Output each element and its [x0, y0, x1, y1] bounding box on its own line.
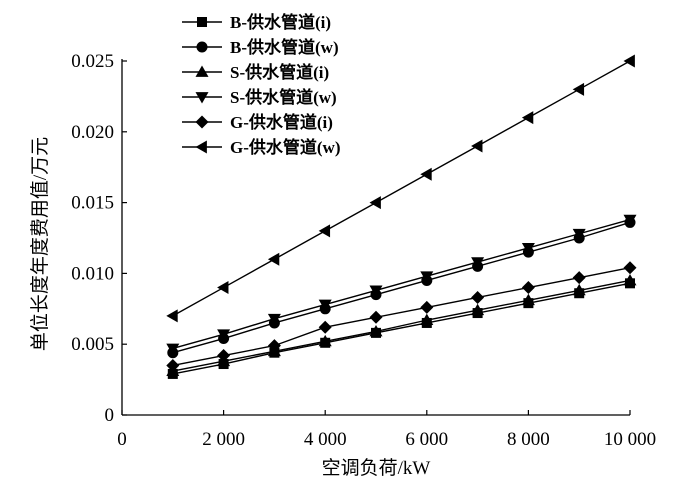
legend-marker: [196, 41, 208, 53]
data-point: [217, 349, 231, 363]
data-point: [217, 329, 231, 341]
data-point: [318, 334, 332, 347]
legend-item: B-供水管道(w): [182, 37, 339, 57]
data-point: [267, 313, 281, 326]
data-point: [369, 196, 381, 210]
legend-item: S-供水管道(i): [182, 62, 329, 82]
data-point: [420, 300, 434, 314]
data-point: [623, 261, 637, 275]
data-point: [572, 82, 585, 96]
chart-legend: B-供水管道(i) B-供水管道(w) S-供水管道(i) S-供水管道(w) G-供水…: [182, 12, 340, 157]
series-5: [166, 261, 637, 372]
legend-label: B-供水管道(i): [230, 12, 331, 32]
legend-label: S-供水管道(i): [230, 62, 329, 82]
y-tick-label: 0.020: [71, 122, 114, 143]
series-4: [166, 214, 637, 355]
series-line: [172, 267, 631, 367]
data-point: [420, 271, 434, 283]
y-tick-label: 0: [105, 405, 115, 426]
data-point: [267, 339, 281, 353]
x-tick-label: 6 000: [405, 429, 448, 450]
data-point: [471, 290, 485, 304]
chart-series: [166, 54, 637, 379]
data-point: [369, 310, 383, 324]
data-point: [166, 358, 180, 372]
legend-marker: [195, 140, 207, 154]
legend-label: S-供水管道(w): [230, 87, 337, 107]
data-point: [521, 281, 535, 295]
legend-label: G-供水管道(w): [230, 137, 340, 157]
series-line: [172, 60, 631, 317]
x-tick-label: 2 000: [202, 429, 245, 450]
legend-marker: [195, 92, 209, 104]
series-line: [172, 279, 631, 372]
data-point: [572, 271, 586, 285]
data-point: [471, 139, 483, 153]
x-tick-label: 8 000: [507, 429, 550, 450]
y-tick-label: 0.010: [71, 263, 114, 284]
y-axis-title: 单位长度年度费用值/万元: [29, 137, 51, 351]
x-tick-label: 0: [117, 429, 127, 450]
legend-item: G-供水管道(i): [182, 112, 333, 132]
data-point: [420, 167, 432, 181]
data-point: [623, 214, 637, 227]
data-point: [572, 283, 586, 296]
series-line: [172, 282, 631, 375]
chart-axes: [121, 59, 630, 416]
legend-item: G-供水管道(w): [182, 137, 340, 157]
y-tick-label: 0.005: [71, 334, 114, 355]
data-point: [623, 273, 637, 286]
x-tick-label: 4 000: [304, 429, 347, 450]
data-point: [217, 281, 229, 295]
legend-marker: [195, 65, 209, 77]
legend-label: G-供水管道(i): [230, 112, 333, 132]
data-point: [572, 228, 586, 241]
legend-label: B-供水管道(w): [230, 37, 339, 57]
chart-ticks: 0 2 000 4 000 6 000 8 000 10 000 0 0.005 0.010 0.…: [71, 51, 656, 450]
data-point: [623, 54, 635, 68]
series-line: [172, 218, 631, 350]
data-point: [521, 111, 534, 125]
data-point: [166, 309, 178, 323]
y-tick-label: 0.025: [71, 51, 114, 72]
data-point: [318, 224, 331, 238]
data-point: [521, 293, 535, 306]
data-point: [471, 303, 485, 316]
series-line: [172, 221, 631, 354]
data-point: [521, 243, 535, 255]
x-tick-label: 10 000: [604, 429, 656, 450]
y-tick-label: 0.015: [71, 193, 114, 214]
series-6: [166, 54, 635, 323]
x-axis-title: 空调负荷/kW: [322, 457, 431, 479]
data-point: [267, 252, 280, 266]
legend-marker: [197, 17, 207, 27]
legend-item: S-供水管道(w): [182, 87, 337, 107]
data-point: [166, 343, 180, 355]
data-point: [318, 320, 332, 334]
data-point: [369, 285, 383, 297]
legend-item: B-供水管道(i): [182, 12, 331, 32]
series-3: [166, 273, 637, 376]
data-point: [369, 324, 383, 337]
data-point: [471, 257, 485, 269]
legend-marker: [195, 115, 209, 129]
data-point: [318, 299, 332, 312]
data-point: [420, 313, 434, 326]
